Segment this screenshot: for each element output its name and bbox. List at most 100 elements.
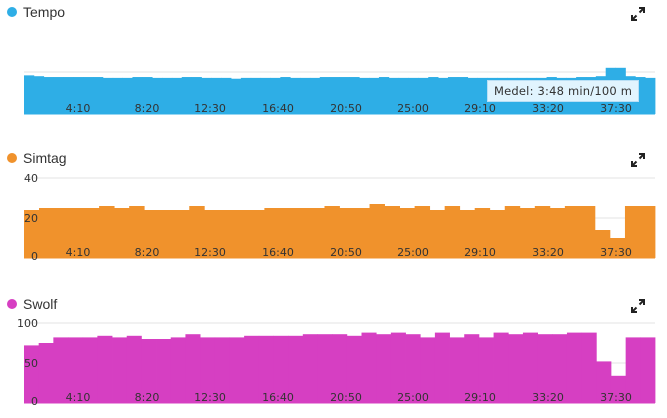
data-bar xyxy=(170,337,186,403)
x-tick-label: 8:20 xyxy=(135,102,160,115)
data-bar xyxy=(294,208,310,258)
data-bar xyxy=(24,345,40,403)
data-bar xyxy=(596,361,612,403)
data-bar xyxy=(537,334,553,403)
simtag-title: Simtag xyxy=(23,150,67,166)
data-bar xyxy=(250,77,262,114)
data-bar xyxy=(171,77,183,114)
data-bar xyxy=(478,337,494,403)
data-bar xyxy=(625,337,641,403)
data-bar xyxy=(378,77,390,114)
expand-icon[interactable] xyxy=(631,7,645,21)
data-bar xyxy=(229,337,245,403)
y-tick-label: 50 xyxy=(24,357,38,370)
data-bar xyxy=(156,339,172,403)
data-bar xyxy=(221,77,232,114)
data-bar xyxy=(354,208,370,258)
simtag-chart: 4:10 8:20 12:30 16:40 20:50 25:00 29:10 33:20 37… xyxy=(24,172,656,263)
data-bar xyxy=(438,77,449,114)
data-bar xyxy=(594,230,611,258)
x-tick-label: 16:40 xyxy=(262,102,294,115)
data-bar xyxy=(444,206,461,258)
data-bar xyxy=(361,332,377,403)
data-bar xyxy=(38,343,54,403)
data-bar xyxy=(214,337,230,403)
data-bar xyxy=(579,206,596,258)
data-bar xyxy=(493,332,509,403)
data-bar xyxy=(73,77,84,114)
x-tick-label: 29:10 xyxy=(464,102,496,115)
data-bar xyxy=(112,77,123,114)
data-bar xyxy=(508,334,524,403)
data-bar xyxy=(181,77,193,114)
data-bar xyxy=(258,335,274,403)
x-tick-label: 33:20 xyxy=(532,246,564,259)
x-tick-label: 20:50 xyxy=(330,246,362,259)
data-bar xyxy=(249,210,265,258)
x-tick-label: 8:20 xyxy=(135,391,160,404)
data-bar xyxy=(324,206,340,258)
data-bar xyxy=(122,77,133,114)
data-bar xyxy=(639,206,656,258)
data-bar xyxy=(240,77,252,114)
data-bar xyxy=(369,204,385,258)
data-bar xyxy=(309,77,321,114)
x-tick-label: 25:00 xyxy=(397,102,429,115)
swolf-chart: 4:10 8:20 12:30 16:40 20:50 25:00 29:10 33:20 37… xyxy=(17,317,656,408)
data-bar xyxy=(388,77,400,114)
data-bar xyxy=(449,337,465,403)
data-bar xyxy=(99,206,115,258)
x-tick-label: 37:30 xyxy=(600,391,632,404)
tempo-chart: 4:10 8:20 12:30 16:40 20:50 25:00 29:10 33:20 37… xyxy=(24,67,656,115)
data-bar xyxy=(329,77,340,114)
x-tick-label: 37:30 xyxy=(600,246,632,259)
data-bar xyxy=(477,77,488,114)
data-bar xyxy=(144,210,160,258)
x-tick-label: 4:10 xyxy=(66,391,91,404)
data-bar xyxy=(82,337,98,403)
data-bar xyxy=(273,335,289,403)
data-bar xyxy=(349,77,360,114)
data-bar xyxy=(399,208,416,258)
data-bar xyxy=(332,334,348,403)
data-bar xyxy=(270,77,281,114)
data-bar xyxy=(359,77,370,114)
data-bar xyxy=(102,77,114,114)
data-bar xyxy=(467,77,478,114)
x-tick-label: 33:20 xyxy=(532,391,564,404)
data-bar xyxy=(474,208,491,258)
x-tick-label: 12:30 xyxy=(194,391,226,404)
data-bar xyxy=(211,77,222,114)
data-bar xyxy=(564,206,581,258)
data-bar xyxy=(610,375,627,403)
data-bar xyxy=(93,77,104,114)
x-tick-label: 29:10 xyxy=(464,246,496,259)
data-bar xyxy=(201,77,212,114)
swolf-panel: Swolf 4:10 8:20 12:30 16:40 20:50 25:00 29:10 3… xyxy=(0,292,667,414)
x-tick-label: 20:50 xyxy=(330,102,362,115)
x-tick-label: 33:20 xyxy=(532,102,564,115)
expand-icon[interactable] xyxy=(631,153,645,167)
data-bar xyxy=(302,334,318,403)
data-bar xyxy=(549,208,566,258)
expand-icon[interactable] xyxy=(631,299,645,313)
data-bar xyxy=(231,78,242,114)
data-bar xyxy=(459,210,476,258)
data-bar xyxy=(346,335,362,403)
x-tick-label: 12:30 xyxy=(194,246,226,259)
data-bar xyxy=(464,334,480,403)
data-bar xyxy=(53,77,64,114)
data-bar xyxy=(126,335,142,403)
data-bar xyxy=(234,210,250,258)
data-bar xyxy=(84,208,100,258)
y-tick-label: 20 xyxy=(24,212,38,225)
y-tick-label: 0 xyxy=(31,250,38,263)
data-bar xyxy=(369,77,380,114)
data-bar xyxy=(112,337,128,403)
swolf-title: Swolf xyxy=(23,296,58,312)
y-tick-label: 100 xyxy=(17,317,38,330)
data-bar xyxy=(53,337,69,403)
x-tick-label: 20:50 xyxy=(330,391,362,404)
data-bar xyxy=(418,77,429,114)
data-bar xyxy=(24,210,40,258)
